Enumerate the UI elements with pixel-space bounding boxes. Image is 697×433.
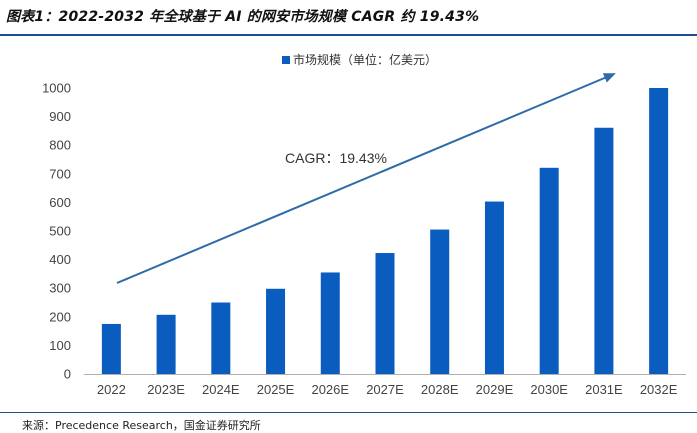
bar — [320, 272, 340, 374]
footer-divider — [0, 412, 697, 413]
x-tick-label: 2030E — [530, 382, 568, 397]
bar — [484, 201, 504, 374]
x-tick-label: 2022 — [97, 382, 126, 397]
x-tick-label: 2028E — [421, 382, 459, 397]
y-tick-label: 300 — [49, 281, 71, 296]
bar — [539, 167, 559, 374]
title-divider — [0, 34, 697, 36]
x-tick-label: 2024E — [202, 382, 240, 397]
y-tick-label: 900 — [49, 109, 71, 124]
bar-series — [101, 88, 669, 374]
x-tick-label: 2031E — [585, 382, 623, 397]
cagr-trend-arrow — [116, 73, 616, 284]
y-tick-label: 1000 — [42, 81, 71, 96]
x-tick-label: 2023E — [147, 382, 185, 397]
x-axis: 2022 2023E 2024E 2025E 2026E 2027E 2028E 2029E 2… — [84, 374, 686, 397]
x-tick-label: 2032E — [640, 382, 678, 397]
bar — [101, 323, 121, 374]
y-axis: 0 100 200 300 400 500 600 700 800 900 1000 — [42, 81, 71, 382]
y-tick-label: 400 — [49, 252, 71, 267]
x-tick-label: 2025E — [257, 382, 295, 397]
legend-label: 市场规模（单位：亿美元） — [293, 52, 437, 67]
market-size-bar-chart: 市场规模（单位：亿美元） 0 100 200 300 400 500 600 700 800 90… — [42, 52, 686, 397]
bar — [594, 127, 614, 374]
y-tick-label: 800 — [49, 138, 71, 153]
bar — [649, 88, 669, 374]
y-tick-label: 700 — [49, 166, 71, 181]
x-tick-label: 2029E — [476, 382, 514, 397]
cagr-annotation: CAGR：19.43% — [285, 150, 387, 166]
x-tick-label: 2027E — [366, 382, 404, 397]
y-tick-label: 200 — [49, 309, 71, 324]
legend-swatch — [282, 56, 290, 64]
bar — [430, 229, 450, 374]
y-tick-label: 100 — [49, 338, 71, 353]
y-tick-label: 0 — [64, 367, 71, 382]
bar — [156, 314, 176, 374]
y-tick-label: 500 — [49, 224, 71, 239]
chart-legend: 市场规模（单位：亿美元） — [282, 52, 437, 67]
x-tick-label: 2026E — [311, 382, 349, 397]
figure-title: 图表1：2022-2032 年全球基于 AI 的网安市场规模 CAGR 约 19… — [6, 9, 480, 25]
bar — [375, 253, 395, 374]
bar — [266, 288, 286, 374]
y-tick-label: 600 — [49, 195, 71, 210]
bar — [211, 302, 231, 374]
source-note: 来源：Precedence Research，国金证券研究所 — [22, 419, 261, 432]
